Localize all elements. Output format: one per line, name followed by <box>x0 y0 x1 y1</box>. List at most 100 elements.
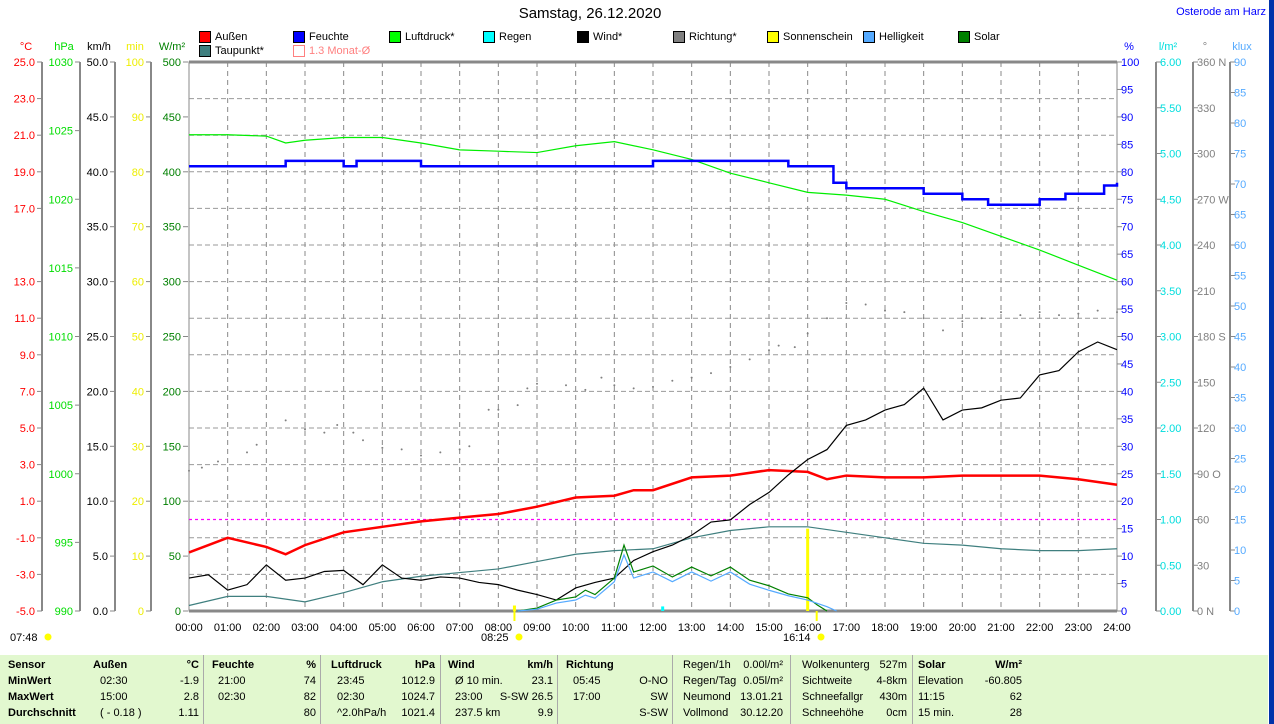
table-cell: 74 <box>303 675 316 687</box>
axis-tick-label-hum: 85 <box>1121 139 1133 151</box>
x-tick-label: 14:00 <box>717 622 745 634</box>
direction-point <box>487 408 490 411</box>
table-header: % <box>306 659 316 671</box>
table-cell: 15 min. <box>918 707 955 719</box>
axis-tick-label-hum: 75 <box>1121 194 1133 206</box>
table-cell: 80 <box>303 707 316 719</box>
legend-item: Außen <box>199 31 247 43</box>
axis-tick-label-press: 1000 <box>49 469 73 481</box>
axis-tick-label-solar: 0 <box>175 606 181 618</box>
table-header: °C <box>186 659 199 671</box>
table-row-label: MinWert <box>8 675 52 687</box>
x-tick-label: 10:00 <box>562 622 590 634</box>
axis-tick-label-sunmin: 70 <box>132 222 144 234</box>
x-tick-label: 20:00 <box>949 622 977 634</box>
direction-point <box>613 384 616 387</box>
table-cell: S-SW 26.5 <box>499 691 553 703</box>
table-cell: 430m <box>879 691 907 703</box>
table-cell: Sichtweite <box>802 675 853 687</box>
legend-label: Taupunkt* <box>215 45 264 57</box>
table-header: Außen <box>93 659 128 671</box>
direction-point <box>304 428 306 431</box>
sunrise-time: 07:48 <box>10 632 38 644</box>
axis-unit-wind: km/h <box>87 41 111 53</box>
direction-point <box>188 469 190 472</box>
table-cell: -60.805 <box>984 675 1022 687</box>
axis-tick-label-solar: 50 <box>169 551 181 563</box>
table-row-label: MaxWert <box>8 691 54 703</box>
axis-tick-label-sunmin: 100 <box>126 57 144 69</box>
direction-point <box>458 448 461 451</box>
direction-point <box>1077 312 1080 315</box>
axis-tick-label-wind: 30.0 <box>87 277 108 289</box>
table-cell: 1.11 <box>178 707 199 719</box>
table-header: Richtung <box>566 659 614 671</box>
direction-point <box>439 451 442 454</box>
axis-tick-label-klux: 90 <box>1234 57 1246 69</box>
table-cell: 0.05l/m² <box>743 675 783 687</box>
axis-tick-label-hum: 45 <box>1121 359 1133 371</box>
direction-point <box>652 385 654 388</box>
table-cell: 02:30 <box>218 691 246 703</box>
axis-unit-rain: l/m² <box>1159 41 1178 53</box>
axis-tick-label-temp: 3.0 <box>20 460 35 472</box>
axis-tick-label-press: 1030 <box>49 57 73 69</box>
axis-tick-label-hum: 5 <box>1121 579 1127 591</box>
x-tick-label: 07:00 <box>446 622 474 634</box>
series-taupunkt <box>188 526 1118 607</box>
axis-tick-label-temp: 21.0 <box>14 130 35 142</box>
axis-tick-label-klux: 25 <box>1234 454 1246 466</box>
bar-sonnenschein <box>512 605 516 611</box>
direction-point <box>922 317 925 320</box>
direction-point <box>497 408 500 411</box>
axis-tick-label-dir: 180 S <box>1197 332 1226 344</box>
axis-tick-label-klux: 10 <box>1234 545 1246 557</box>
axis-tick-label-temp: 1.0 <box>20 496 35 508</box>
legend-item: Solar <box>958 31 1000 43</box>
axis-tick-label-rain: 5.00 <box>1160 149 1181 161</box>
table-cell: 17:00 <box>573 691 601 703</box>
table-cell: Regen/1h <box>683 659 731 671</box>
axis-tick-label-dir: 90 O <box>1197 469 1221 481</box>
direction-point <box>352 431 355 434</box>
axis-tick-label-hum: 60 <box>1121 277 1133 289</box>
axis-tick-label-rain: 3.50 <box>1160 286 1181 298</box>
x-tick-label: 13:00 <box>678 622 706 634</box>
series-feuchte <box>189 159 1119 206</box>
table-cell: SW <box>650 691 668 703</box>
axis-tick-label-dir: 120 <box>1197 423 1215 435</box>
column-divider <box>557 655 558 724</box>
direction-point <box>468 445 471 448</box>
axis-tick-label-dir: 60 <box>1197 515 1209 527</box>
axis-unit-solar: W/m² <box>159 41 186 53</box>
direction-point <box>420 454 422 457</box>
legend-label: Wind* <box>593 31 623 43</box>
axis-tick-label-hum: 35 <box>1121 414 1133 426</box>
direction-point <box>200 466 203 469</box>
direction-point <box>980 317 983 320</box>
x-tick-label: 22:00 <box>1026 622 1054 634</box>
axis-tick-label-temp: 19.0 <box>14 167 35 179</box>
axis-tick-label-wind: 25.0 <box>87 332 108 344</box>
column-divider <box>912 655 913 724</box>
axis-tick-label-rain: 2.00 <box>1160 423 1181 435</box>
x-tick-label: 04:00 <box>330 622 358 634</box>
direction-point <box>903 311 906 314</box>
table-cell: Vollmond <box>683 707 729 719</box>
axis-tick-label-wind: 10.0 <box>87 496 108 508</box>
legend-item: Luftdruck* <box>389 31 455 43</box>
direction-point <box>768 349 770 352</box>
axis-unit-press: hPa <box>54 41 74 53</box>
direction-point <box>255 443 258 446</box>
direction-point <box>1019 314 1022 317</box>
x-tick-label: 19:00 <box>910 622 938 634</box>
axis-tick-label-sunmin: 50 <box>132 332 144 344</box>
axis-tick-label-rain: 2.50 <box>1160 377 1181 389</box>
legend-label: Sonnenschein <box>783 31 853 43</box>
axis-tick-label-dir: 210 <box>1197 286 1215 298</box>
legend-label: Solar <box>974 31 1000 43</box>
axis-tick-label-temp: -3.0 <box>16 569 35 581</box>
series-außen <box>188 468 1118 556</box>
axis-tick-label-sunmin: 90 <box>132 112 144 124</box>
axis-tick-label-klux: 40 <box>1234 362 1246 374</box>
